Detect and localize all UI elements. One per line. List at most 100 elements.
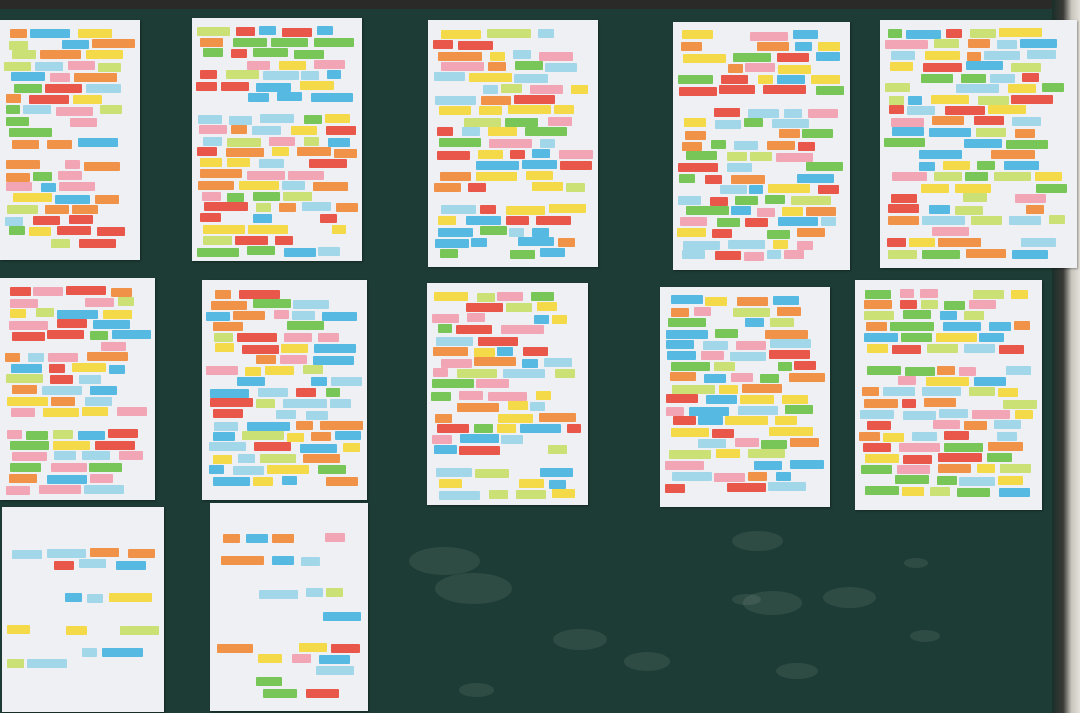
sticky-note-strip (204, 202, 248, 212)
sticky-note-strip (196, 26, 230, 36)
sticky-note-strip (200, 37, 224, 47)
sticky-note-strip (966, 249, 1007, 259)
sticky-note-strip (988, 105, 1027, 115)
sticky-note-strip (435, 413, 452, 423)
sticky-note-strip (769, 427, 813, 437)
sticky-note-strip (530, 84, 563, 94)
sticky-note-strip (907, 95, 923, 105)
sticky-note-strip (32, 171, 52, 181)
sticky-note-strip (802, 129, 833, 139)
sticky-note-strip (99, 105, 122, 115)
sticky-note-strip (288, 170, 324, 180)
sticky-note-strip (331, 644, 361, 654)
sticky-note-strip (198, 115, 223, 125)
sticky-note-strip (694, 306, 711, 316)
sticky-note-strip (548, 479, 566, 489)
sticky-note-strip (432, 379, 474, 389)
sticky-note-strip (906, 105, 936, 115)
sticky-note-strip (1015, 410, 1034, 420)
sticky-note-strip (256, 399, 276, 409)
sticky-note-strip (247, 170, 286, 180)
sticky-note-strip (487, 28, 531, 38)
sticky-note-strip (727, 64, 743, 74)
sticky-note-strip (212, 409, 243, 419)
sticky-note-strip (964, 420, 987, 430)
sticky-note-strip (227, 192, 245, 202)
sticky-note-strip (12, 549, 43, 559)
sticky-note-strip (765, 195, 785, 205)
sticky-note-strip (885, 83, 910, 93)
sticky-note-strip (343, 443, 360, 453)
sticky-note-strip (11, 407, 36, 417)
sticky-note-strip (937, 366, 955, 376)
sticky-note-strip (887, 204, 920, 214)
sticky-note-strip (518, 237, 555, 247)
sticky-note-strip (466, 303, 504, 313)
sticky-note-strip (749, 152, 772, 162)
sticky-note-strip (433, 346, 469, 356)
sticky-note-strip (540, 138, 555, 148)
sticky-note-strip (678, 75, 714, 85)
sticky-note-strip (203, 225, 245, 235)
sticky-note-strip (324, 114, 350, 124)
sticky-note-strip (232, 38, 267, 48)
sticky-note-strip (679, 174, 696, 184)
sticky-note-strip (715, 449, 741, 459)
sticky-note-strip (771, 118, 810, 128)
sticky-note-strip (256, 676, 283, 686)
sticky-note-strip (7, 430, 23, 440)
sticky-note-strip (1014, 128, 1035, 138)
sticky-note-strip (91, 39, 136, 49)
sticky-note-strip (533, 314, 550, 324)
sticky-note-strip (967, 51, 982, 61)
sticky-note-strip (304, 137, 319, 147)
sticky-note-strip (711, 229, 733, 239)
sticky-note-strip (1020, 237, 1056, 247)
sticky-note-strip (901, 333, 933, 343)
sticky-note-strip (431, 435, 452, 445)
sticky-note-strip (892, 172, 928, 182)
sticky-note-strip (938, 464, 971, 474)
chalk-smudge (903, 558, 928, 568)
sticky-note-strip (215, 289, 232, 299)
sticky-note-strip (217, 643, 254, 653)
sticky-note-strip (68, 61, 96, 71)
sticky-note-strip (308, 158, 348, 168)
sticky-note-strip (997, 40, 1018, 50)
sticky-note-strip (223, 534, 241, 544)
sticky-note-strip (78, 28, 113, 38)
sticky-note-strip (510, 150, 525, 160)
sticky-note-strip (497, 291, 524, 301)
sticky-note-strip (685, 151, 717, 161)
sticky-note-strip (209, 442, 247, 452)
sticky-note-strip (797, 240, 813, 250)
sticky-note-strip (1009, 215, 1041, 225)
sticky-note-strip (530, 291, 555, 301)
sticky-note-strip (665, 339, 695, 349)
sticky-note-strip (730, 373, 753, 383)
sticky-note-strip (271, 147, 289, 157)
sticky-note-strip (439, 490, 481, 500)
sticky-note-strip (474, 357, 517, 367)
sticky-note-strip (475, 161, 520, 171)
sticky-note-strip (921, 387, 962, 397)
sticky-note-strip (994, 171, 1032, 181)
sticky-note-strip (488, 490, 509, 500)
sticky-note-strip (519, 479, 544, 489)
sticky-note-strip (920, 288, 939, 298)
sticky-note-strip (471, 238, 488, 248)
sticky-note-strip (318, 246, 340, 256)
sticky-note-strip (744, 63, 775, 73)
paper-sheet (210, 503, 368, 711)
sticky-note-strip (891, 117, 925, 127)
sticky-note-strip (775, 416, 798, 425)
sticky-note-strip (998, 344, 1025, 354)
sticky-note-strip (118, 451, 144, 461)
sticky-note-strip (817, 185, 839, 195)
sticky-note-strip (964, 311, 984, 321)
sticky-note-strip (926, 344, 958, 354)
sticky-note-strip (958, 366, 976, 376)
sticky-note-strip (473, 424, 493, 434)
sticky-note-strip (111, 330, 151, 340)
sticky-note-strip (11, 72, 45, 82)
